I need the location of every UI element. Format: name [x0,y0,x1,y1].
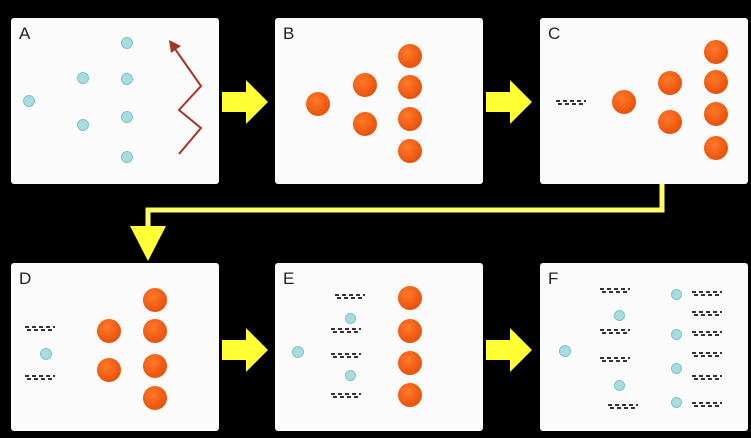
arrow-right-icon [486,328,532,372]
wave-squiggle [600,357,630,362]
small-particle [77,72,89,84]
panel-c: C [540,18,748,184]
small-particle [121,151,133,163]
small-particle [671,289,682,300]
wave-squiggle [556,100,586,105]
large-particle [353,112,377,136]
large-particle [398,286,422,310]
wave-squiggle [331,353,361,358]
large-particle [398,139,422,163]
large-particle [658,71,682,95]
panel-label: C [548,24,561,43]
large-particle [398,351,422,375]
large-particle [658,110,682,134]
small-particle [345,313,356,324]
panel-label: D [19,269,32,288]
wave-squiggle [600,329,630,334]
large-particle [143,386,167,410]
arrow-right-icon [222,328,268,372]
large-particle [612,90,636,114]
large-particle [306,92,330,116]
large-particle [353,73,377,97]
panel-a: A [11,18,219,184]
large-particle [398,44,422,68]
wave-icon [169,40,203,155]
small-particle [23,95,35,107]
large-particle [143,354,167,378]
small-particle [671,397,682,408]
panel-e: E [275,263,483,431]
large-particle [398,319,422,343]
large-particle [704,70,728,94]
panel-label: E [283,269,295,288]
large-particle [398,75,422,99]
wave-squiggle [692,291,722,296]
small-particle [121,73,133,85]
small-particle [614,310,625,321]
small-particle [614,380,625,391]
large-particle [398,107,422,131]
wave-squiggle [600,288,630,293]
wave-squiggle [25,375,55,380]
wave-squiggle [692,331,722,336]
connector-arrow-icon [130,184,665,261]
panel-label: F [548,269,559,288]
arrow-right-icon [486,80,532,124]
panel-f: F [540,263,748,431]
large-particle [704,102,728,126]
small-particle [671,363,682,374]
large-particle [704,40,728,64]
panel-b: B [275,18,483,184]
panel-label: A [19,24,31,43]
wave-squiggle [25,326,55,331]
wave-squiggle [692,311,722,316]
small-particle [121,111,133,123]
small-particle [40,348,52,360]
large-particle [143,319,167,343]
small-particle [345,370,356,381]
small-particle [559,345,571,357]
wave-squiggle [331,393,361,398]
small-particle [121,37,133,49]
arrow-right-icon [222,80,268,124]
large-particle [398,383,422,407]
large-particle [97,358,121,382]
wave-squiggle [692,402,722,407]
wave-squiggle [692,375,722,380]
wave-squiggle [331,328,361,333]
large-particle [704,136,728,160]
wave-squiggle [692,352,722,357]
large-particle [143,288,167,312]
large-particle [97,319,121,343]
panel-label: B [283,24,295,43]
small-particle [671,329,682,340]
small-particle [77,119,89,131]
small-particle [292,346,304,358]
wave-squiggle [608,404,638,409]
wave-squiggle [335,294,365,299]
panel-d: D [11,263,219,431]
